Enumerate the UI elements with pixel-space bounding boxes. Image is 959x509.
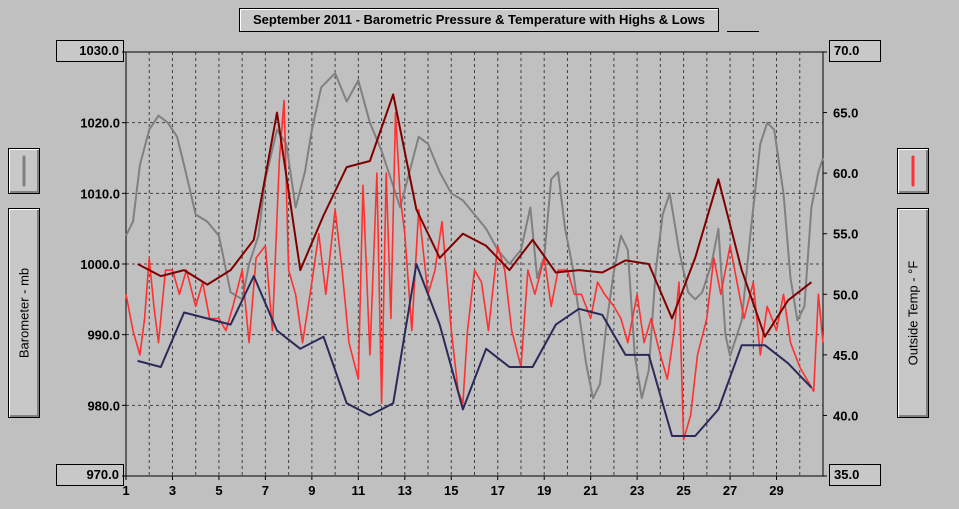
x-axis-tick-label: 29 bbox=[769, 483, 783, 498]
x-axis-tick-label: 11 bbox=[351, 483, 365, 498]
x-axis-tick-label: 15 bbox=[444, 483, 458, 498]
left-axis-tick-label: 980.0 bbox=[87, 398, 120, 413]
left-axis-tick-label: 990.0 bbox=[87, 328, 120, 343]
x-axis-tick-label: 23 bbox=[630, 483, 644, 498]
barometer-series-line bbox=[125, 72, 824, 400]
temperature-axis-label-box: Outside Temp - °F bbox=[897, 208, 929, 418]
right-axis-tick-label: 45.0 bbox=[833, 348, 858, 363]
x-axis-tick-label: 5 bbox=[215, 483, 222, 498]
title-underline bbox=[727, 31, 759, 32]
barometer-legend-icon[interactable] bbox=[8, 148, 40, 194]
left-axis-top-value: 1030.0 bbox=[56, 40, 124, 62]
x-axis-tick-label: 7 bbox=[262, 483, 269, 498]
x-axis-tick-label: 9 bbox=[308, 483, 315, 498]
left-axis-bottom-value: 970.0 bbox=[56, 464, 124, 486]
high-temp-series-line bbox=[137, 93, 813, 338]
temperature-legend-icon[interactable] bbox=[897, 148, 929, 194]
left-axis-tick-label: 1000.0 bbox=[80, 257, 120, 272]
x-axis-tick-label: 13 bbox=[398, 483, 412, 498]
right-axis-bottom-value: 35.0 bbox=[829, 464, 881, 486]
right-axis-tick-label: 50.0 bbox=[833, 287, 858, 302]
low-temp-series-line bbox=[137, 263, 813, 437]
x-axis-tick-label: 1 bbox=[122, 483, 129, 498]
chart-title: September 2011 - Barometric Pressure & T… bbox=[239, 8, 719, 32]
right-axis-tick-label: 55.0 bbox=[833, 227, 858, 242]
right-axis-top-value: 70.0 bbox=[829, 40, 881, 62]
right-axis-tick-label: 40.0 bbox=[833, 408, 858, 423]
x-axis-tick-label: 21 bbox=[583, 483, 597, 498]
x-axis-tick-label: 3 bbox=[169, 483, 176, 498]
right-axis-tick-label: 60.0 bbox=[833, 166, 858, 181]
x-axis-tick-label: 17 bbox=[490, 483, 504, 498]
left-axis-tick-label: 1020.0 bbox=[80, 116, 120, 131]
right-axis-tick-label: 65.0 bbox=[833, 106, 858, 121]
x-axis-tick-label: 27 bbox=[723, 483, 737, 498]
x-axis-tick-label: 25 bbox=[676, 483, 690, 498]
left-axis-tick-label: 1010.0 bbox=[80, 186, 120, 201]
x-axis-tick-label: 19 bbox=[537, 483, 551, 498]
barometer-axis-label-box: Barometer - mb bbox=[8, 208, 40, 418]
